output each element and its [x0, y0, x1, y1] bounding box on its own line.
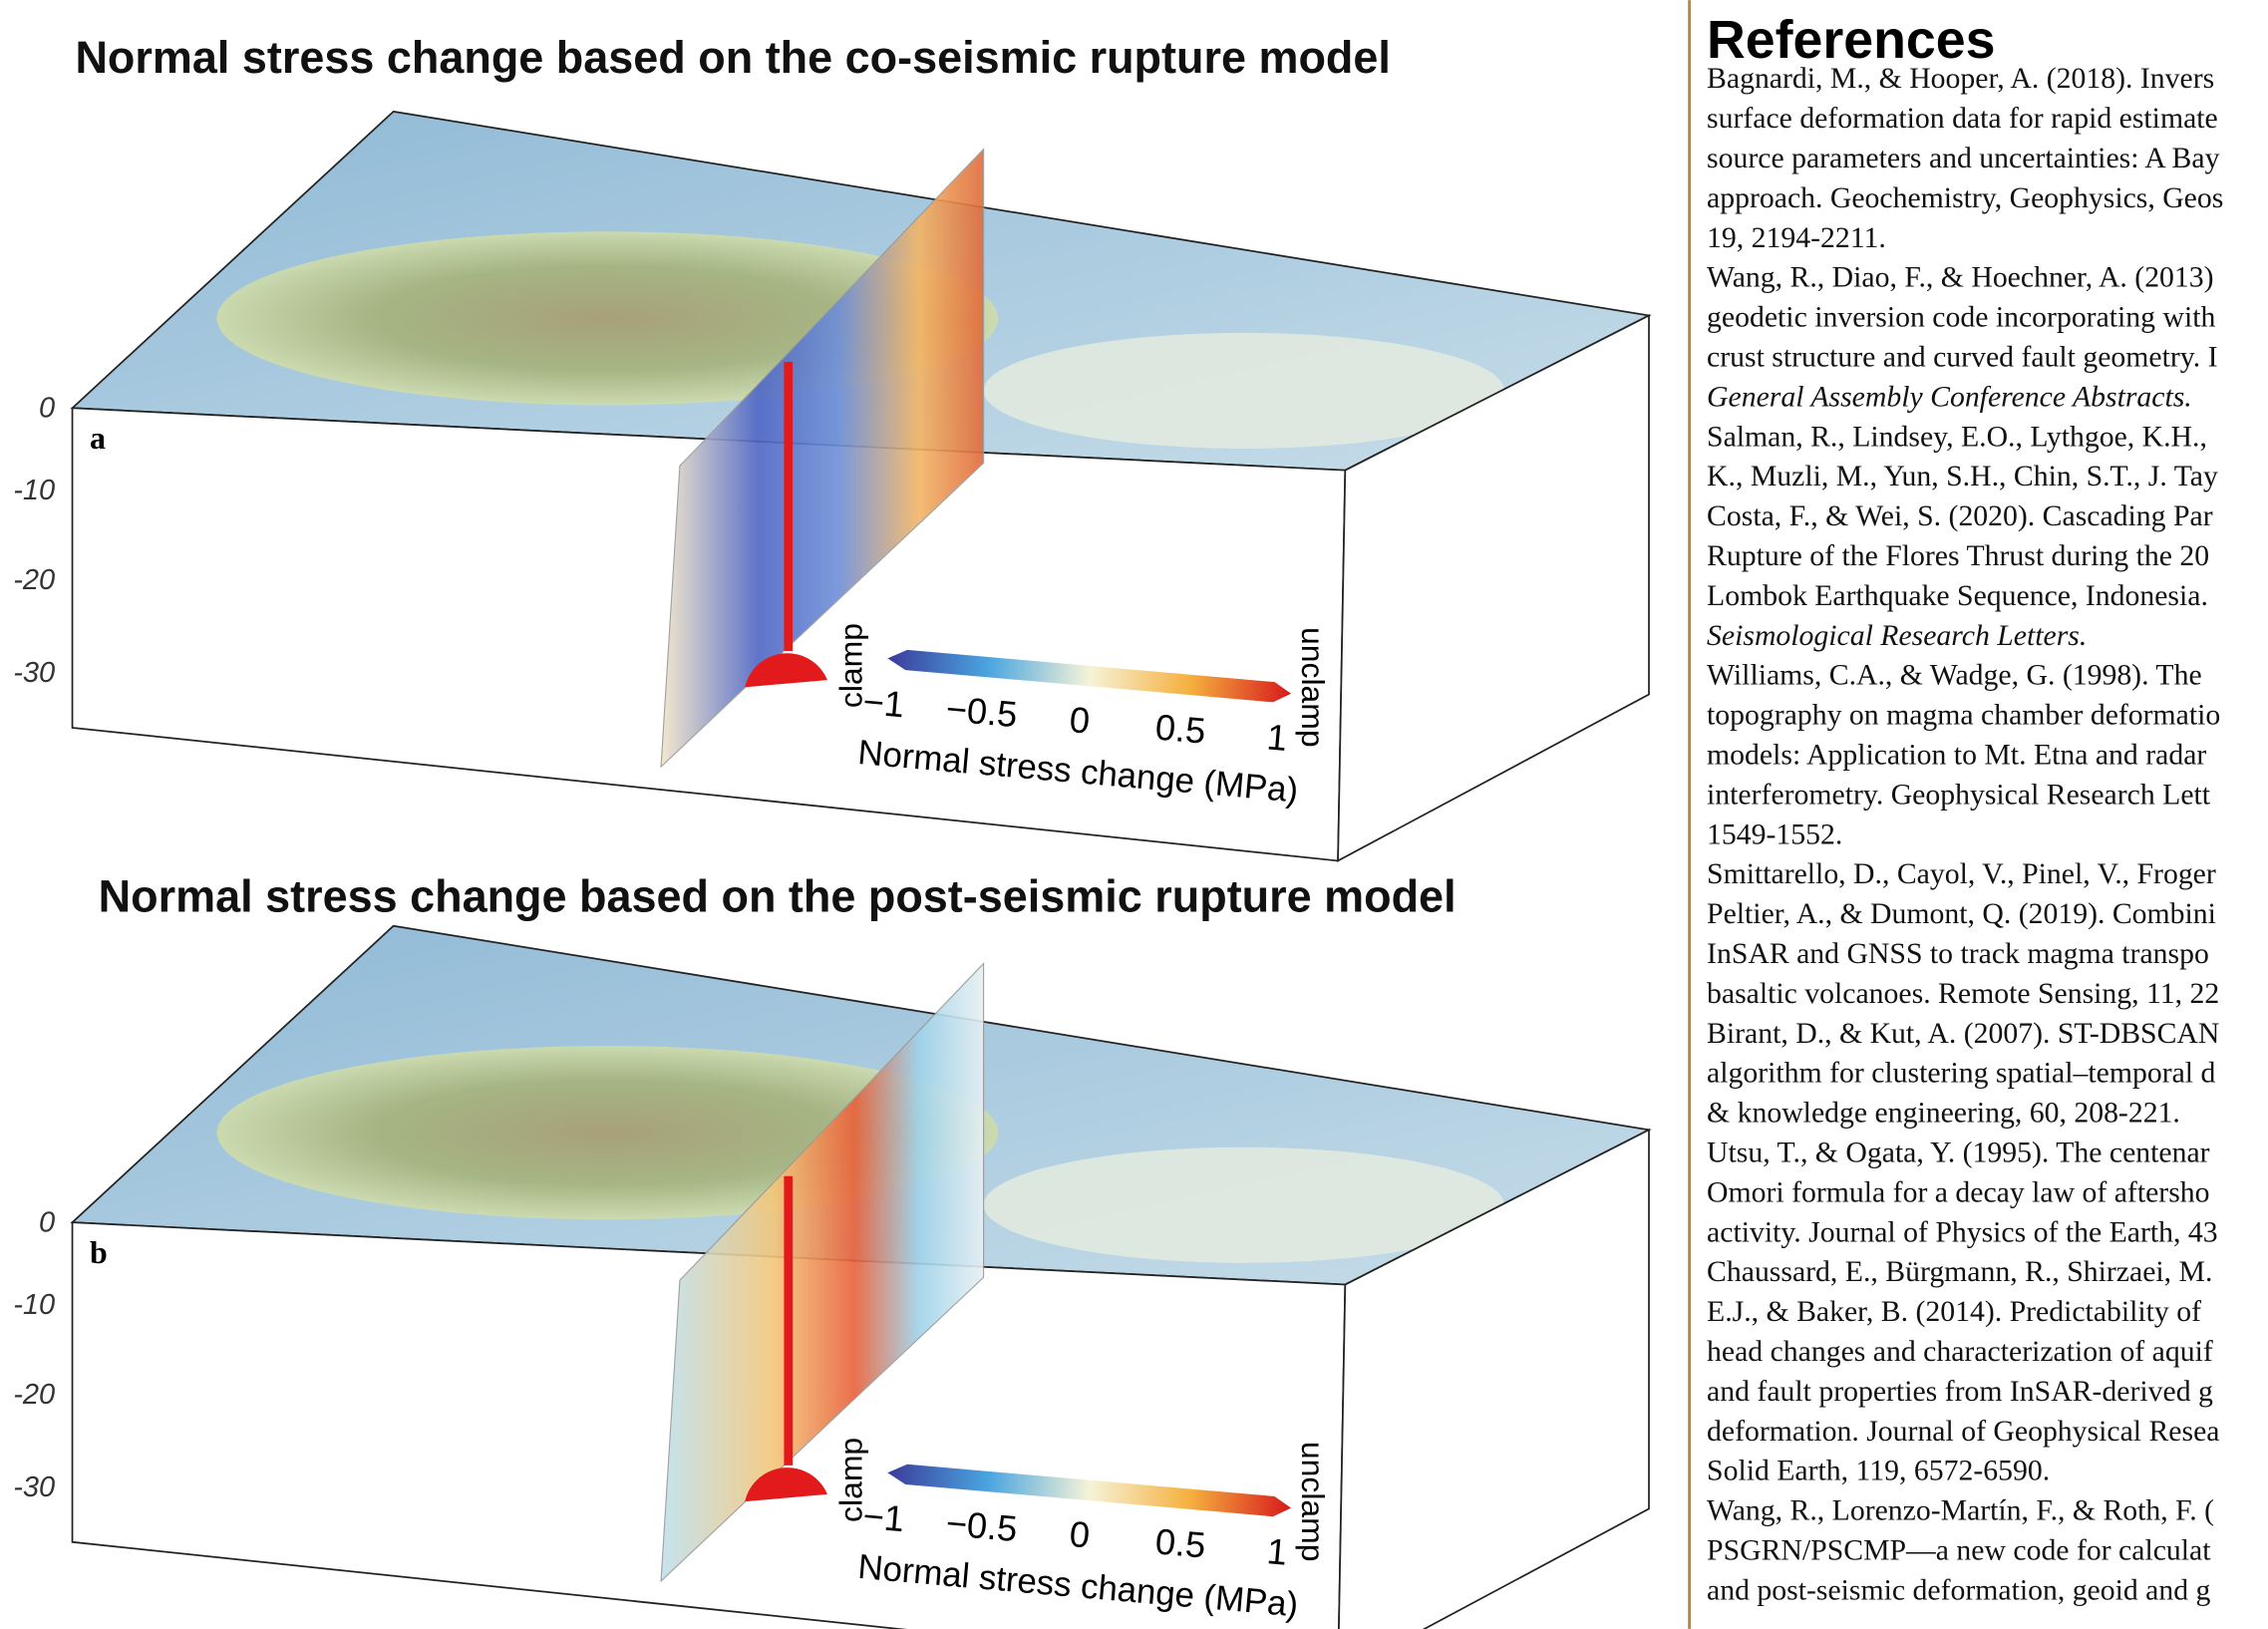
reference-line: algorithm for clustering spatial–tempora… [1707, 1057, 2215, 1090]
reference-line: Salman, R., Lindsey, E.O., Lythgoe, K.H.… [1707, 420, 2207, 453]
colorbar-tick-label: −0.5 [944, 1502, 1019, 1549]
panel-label: b [90, 1235, 108, 1270]
reference-line: approach. Geochemistry, Geophysics, Geos [1707, 181, 2223, 214]
reference-line: Utsu, T., & Ogata, Y. (1995). The centen… [1707, 1137, 2210, 1169]
reference-line: Peltier, A., & Dumont, Q. (2019). Combin… [1707, 897, 2216, 930]
reference-line: deformation. Journal of Geophysical Rese… [1707, 1415, 2219, 1448]
reference-line: basaltic volcanoes. Remote Sensing, 11, … [1707, 977, 2219, 1010]
reference-line: interferometry. Geophysical Research Let… [1707, 778, 2211, 811]
reference-line: Seismological Research Letters. [1707, 619, 2087, 652]
depth-tick-label: -20 [13, 1379, 55, 1411]
colorbar-right-end: unclamp [1295, 1442, 1331, 1562]
reference-line: InSAR and GNSS to track magma transpo [1707, 937, 2209, 970]
reference-line: Smittarello, D., Cayol, V., Pinel, V., F… [1707, 857, 2216, 890]
reference-line: 1549-1552. [1707, 817, 1842, 850]
depth-tick-label: -10 [13, 475, 55, 506]
reference-line: geodetic inversion code incorporating wi… [1707, 301, 2215, 334]
reference-line: Omori formula for a decay law of aftersh… [1707, 1175, 2209, 1208]
reference-line: & knowledge engineering, 60, 208-221. [1707, 1097, 2180, 1130]
depth-tick-label: -30 [13, 657, 55, 689]
references-title: References [1707, 10, 1995, 70]
reference-line: surface deformation data for rapid estim… [1707, 102, 2218, 135]
colorbar-left-end: clamp [832, 1438, 868, 1522]
reference-line: K., Muzli, M., Yun, S.H., Chin, S.T., J.… [1707, 460, 2218, 492]
reference-line: E.J., & Baker, B. (2014). Predictability… [1707, 1295, 2201, 1328]
depth-tick-label: -20 [13, 564, 55, 596]
colorbar-left-end: clamp [832, 623, 868, 708]
colorbar-tick-label: 0 [1068, 699, 1092, 742]
colorbar-tick-label: 0.5 [1153, 707, 1207, 752]
reference-line: and fault properties from InSAR-derived … [1707, 1375, 2213, 1408]
panel-title: Normal stress change based on the post-s… [99, 870, 1457, 921]
reference-line: source parameters and uncertainties: A B… [1707, 142, 2220, 174]
reference-line: and post-seismic deformation, geoid and … [1707, 1573, 2211, 1606]
reference-line: PSGRN/PSCMP—a new code for calculat [1707, 1534, 2211, 1567]
colorbar-tick-label: 1 [1265, 1530, 1289, 1573]
depth-tick-label: 0 [39, 392, 55, 424]
reference-line: head changes and characterization of aqu… [1707, 1335, 2213, 1368]
depth-tick-label: -30 [13, 1471, 55, 1503]
panel-title: Normal stress change based on the co-sei… [75, 32, 1390, 83]
reference-line: Wang, R., Diao, F., & Hoechner, A. (2013… [1707, 261, 2214, 294]
panel-label: a [90, 421, 106, 456]
reference-line: General Assembly Conference Abstracts. [1707, 380, 2192, 413]
panel: Normal stress change based on the co-sei… [13, 32, 1649, 860]
page: {"panels": [ {"title": "Normal stress ch… [0, 0, 2268, 1629]
poster: References Bagnardi, M., & Hooper, A. (2… [0, 0, 2268, 1629]
reference-line: Solid Earth, 119, 6572-6590. [1707, 1455, 2050, 1487]
colorbar-tick-label: 0 [1068, 1513, 1092, 1556]
panel: Normal stress change based on the post-s… [13, 870, 1649, 1629]
depth-tick-label: -10 [13, 1289, 55, 1321]
reference-line: topography on magma chamber deformatio [1707, 699, 2220, 732]
depth-tick-label: 0 [39, 1206, 55, 1238]
colorbar-tick-label: −0.5 [944, 688, 1019, 735]
reference-line: Birant, D., & Kut, A. (2007). ST-DBSCAN [1707, 1017, 2219, 1050]
colorbar-tick-label: 1 [1265, 716, 1289, 759]
reference-line: Costa, F., & Wei, S. (2020). Cascading P… [1707, 499, 2213, 532]
reference-line: Wang, R., Lorenzo-Martín, F., & Roth, F.… [1707, 1494, 2214, 1527]
reference-line: 19, 2194-2211. [1707, 221, 1886, 254]
reference-line: Chaussard, E., Bürgmann, R., Shirzaei, M… [1707, 1255, 2212, 1288]
reference-line: Lombok Earthquake Sequence, Indonesia. [1707, 579, 2208, 612]
reference-line: activity. Journal of Physics of the Eart… [1707, 1215, 2218, 1248]
reference-line: Bagnardi, M., & Hooper, A. (2018). Inver… [1707, 62, 2214, 95]
reference-line: Williams, C.A., & Wadge, G. (1998). The [1707, 659, 2202, 692]
reference-line: crust structure and curved fault geometr… [1707, 341, 2217, 374]
colorbar-right-end: unclamp [1295, 627, 1331, 748]
colorbar-tick-label: 0.5 [1153, 1520, 1207, 1565]
reference-line: models: Application to Mt. Etna and rada… [1707, 739, 2206, 772]
reference-line: Rupture of the Flores Thrust during the … [1707, 539, 2209, 572]
